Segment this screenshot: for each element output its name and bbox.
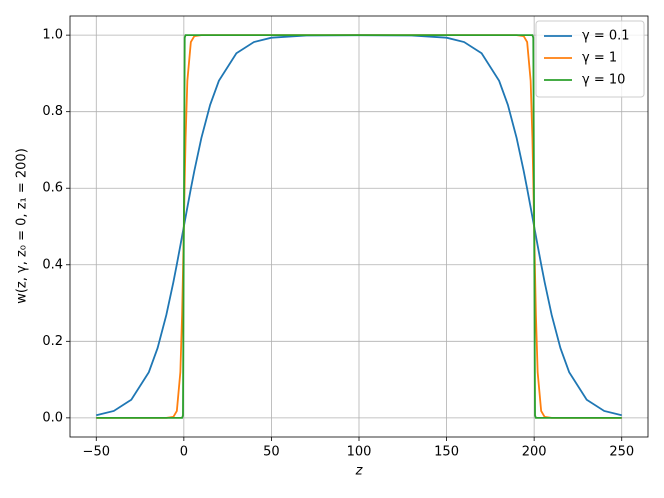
- y-tick-label: 0.6: [42, 181, 63, 196]
- legend-box: [535, 20, 645, 98]
- legend: γ = 0.1 γ = 1 γ = 10: [535, 20, 645, 98]
- x-tick-label: 100: [347, 445, 372, 460]
- line: [96, 34, 622, 419]
- y-tick-label: 0.0: [42, 410, 63, 425]
- legend-label: γ = 1: [582, 51, 617, 66]
- x-axis-label: z: [355, 464, 364, 479]
- y-tick-label: 0.8: [42, 104, 63, 119]
- plot-frame: [69, 15, 649, 438]
- y-tick-label: 0.2: [42, 334, 63, 349]
- x-tick-label: 200: [522, 445, 547, 460]
- y-tick-label: 1.0: [42, 28, 63, 43]
- x-tick-label: 50: [263, 445, 280, 460]
- legend-label: γ = 10: [582, 73, 625, 88]
- legend-label: γ = 0.1: [582, 29, 630, 44]
- x-tick-label: 250: [609, 445, 634, 460]
- x-tick-label: 150: [434, 445, 459, 460]
- x-tick-label: 0: [180, 445, 188, 460]
- x-tick-label: −50: [83, 445, 110, 460]
- y-tick-label: 0.4: [42, 257, 63, 272]
- y-axis-label: w(z, γ, z₀ = 0, z₁ = 200): [15, 148, 30, 304]
